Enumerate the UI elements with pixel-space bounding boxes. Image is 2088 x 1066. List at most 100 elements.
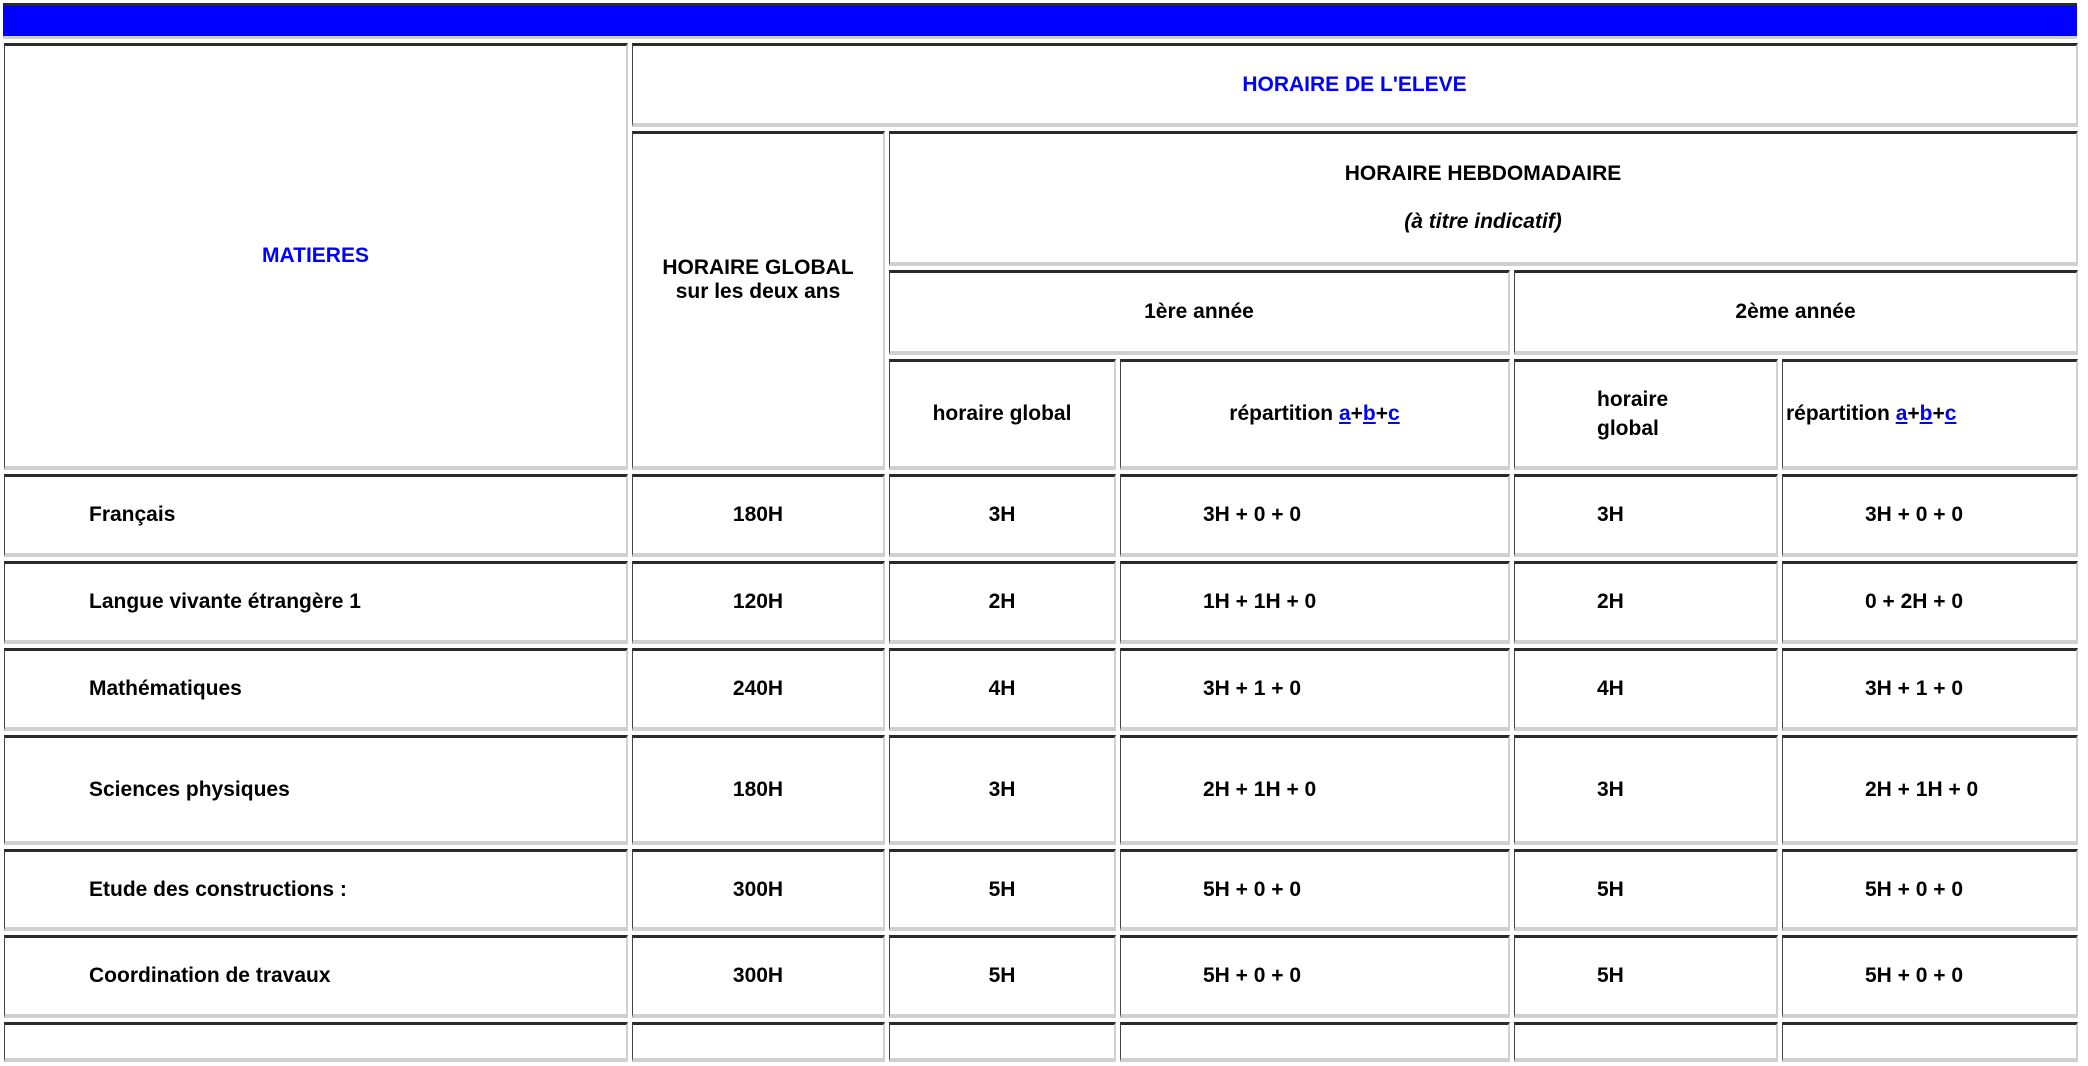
year2-repartition-cell-text: 5H + 0 + 0 [1865, 964, 1964, 988]
table-row: Langue vivante étrangère 1 120H 2H 1H + 1H … [4, 561, 2079, 644]
link-a[interactable]: a [1895, 402, 1908, 425]
year1-repartition-cell-text: 2H + 1H + 0 [1203, 777, 1317, 801]
link-b[interactable]: b [1919, 402, 1933, 425]
year1-repartition-cell: 5H + 0 + 0 [1120, 935, 1510, 1018]
subject-cell: Etude des constructions : [4, 849, 628, 931]
year2-global-cell-text: 5H [1597, 964, 1624, 987]
horaire-global-subtitle: sur les deux ans [675, 280, 841, 303]
horaire-global-label: horaire global [1597, 387, 1669, 440]
subject-cell: Mathématiques [4, 648, 628, 731]
global-hours-cell-text: 120H [732, 590, 784, 613]
subject-cell: Sciences physiques [4, 735, 628, 845]
subject-cell-text: Etude des constructions : [89, 877, 347, 901]
year2-repartition-cell: 3H + 0 + 0 [1782, 474, 2079, 557]
year2-repartition-cell-text: 3H + 1 + 0 [1865, 677, 1964, 701]
cell [889, 1022, 1116, 1062]
cell [4, 1022, 628, 1062]
subject-cell: Français [4, 474, 628, 557]
year1-repartition-cell: 3H + 0 + 0 [1120, 474, 1510, 557]
horaire-hebdo-note: (à titre indicatif) [1404, 210, 1562, 233]
global-hours-cell: 300H [632, 935, 885, 1018]
horaire-eleve-header: HORAIRE DE L'ELEVE [632, 43, 2079, 127]
horaire-global-header: HORAIRE GLOBAL sur les deux ans [632, 131, 885, 470]
link-b[interactable]: b [1362, 402, 1376, 425]
subject-cell: Langue vivante étrangère 1 [4, 561, 628, 644]
subject-cell-text: Français [89, 503, 176, 526]
subject-cell-text: Sciences physiques [89, 777, 290, 801]
link-a[interactable]: a [1338, 402, 1351, 425]
header-row-3: 1ère année 2ème année [4, 270, 2079, 355]
year1-repartition-cell-text: 1H + 1H + 0 [1203, 590, 1317, 613]
year2-global-cell-text: 5H [1597, 877, 1624, 901]
header-row-2: HORAIRE GLOBAL sur les deux ans HORAIRE … [4, 131, 2079, 470]
year2-global-cell-text: 3H [1597, 503, 1624, 526]
global-hours-cell: 300H [632, 849, 885, 931]
link-c[interactable]: c [1388, 402, 1400, 425]
year1-repartition-cell: 1H + 1H + 0 [1120, 561, 1510, 644]
plus-sign: + [1907, 402, 1920, 425]
global-hours-cell: 180H [632, 735, 885, 845]
year1-repartition-cell: 3H + 1 + 0 [1120, 648, 1510, 731]
year2-global-cell: 5H [1514, 935, 1778, 1018]
table-row: Coordination de travaux 300H 5H 5H + 0 + 0 5… [4, 935, 2079, 1018]
table-row: Sciences physiques 180H 3H 2H + 1H + 0 3H 2H … [4, 735, 2079, 845]
year1-global-cell-text: 5H [988, 964, 1016, 987]
year2-global-cell-text: 3H [1597, 777, 1624, 801]
link-c[interactable]: c [1944, 402, 1957, 425]
plus-sign: + [1932, 402, 1945, 425]
year2-repartition-cell: 2H + 1H + 0 [1782, 735, 2079, 845]
year2-global-cell-text: 4H [1597, 677, 1624, 700]
year2-global-cell: 3H [1514, 474, 1778, 557]
global-hours-cell-text: 180H [732, 777, 784, 801]
year2-global-cell: 4H [1514, 648, 1778, 731]
year1-repartition-cell-text: 5H + 0 + 0 [1203, 964, 1302, 987]
subject-cell-text: Mathématiques [89, 677, 242, 700]
year1-global-cell: 3H [889, 474, 1116, 557]
table-row: Mathématiques 240H 4H 3H + 1 + 0 4H 3H + 1 + … [4, 648, 2079, 731]
table-row: Français 180H 3H 3H + 0 + 0 3H 3H + 0 + 0 [4, 474, 2079, 557]
annee2-repartition-header: répartition a+b+c [1782, 359, 2079, 470]
plus-sign: + [1350, 402, 1363, 425]
year1-repartition-cell: 2H + 1H + 0 [1120, 735, 1510, 845]
matieres-header: MATIERES [4, 43, 628, 470]
annee1-repartition-header: répartition a+b+c [1120, 359, 1510, 470]
header-row-4: horaire global répartition a+b+c horaire… [4, 359, 2079, 470]
subject-cell-text: Coordination de travaux [89, 964, 331, 987]
year1-global-cell: 5H [889, 849, 1116, 931]
subject-cell: Coordination de travaux [4, 935, 628, 1018]
year1-global-cell-text: 4H [988, 677, 1016, 700]
cell [1120, 1022, 1510, 1062]
year2-repartition-cell-text: 5H + 0 + 0 [1865, 877, 1964, 901]
global-hours-cell-text: 300H [732, 964, 784, 987]
global-hours-cell-text: 180H [732, 503, 784, 526]
cell [1782, 1022, 2079, 1062]
annee1-header: 1ère année [889, 270, 1510, 355]
annee1-horaire-global-header: horaire global [889, 359, 1116, 470]
year2-repartition-cell: 5H + 0 + 0 [1782, 935, 2079, 1018]
global-hours-cell-text: 240H [732, 677, 784, 700]
year1-global-cell-text: 3H [988, 777, 1016, 801]
horaire-global-title: HORAIRE GLOBAL [662, 256, 854, 279]
global-hours-cell: 180H [632, 474, 885, 557]
year1-repartition-cell-text: 5H + 0 + 0 [1203, 877, 1302, 901]
header-row-1: MATIERES HORAIRE DE L'ELEVE [4, 43, 2079, 470]
top-banner [3, 3, 2077, 39]
repartition-label: répartition [1786, 402, 1890, 425]
global-hours-cell: 120H [632, 561, 885, 644]
global-hours-cell-text: 300H [732, 877, 784, 901]
year2-global-cell-text: 2H [1597, 590, 1624, 613]
cell [632, 1022, 885, 1062]
year1-global-cell: 4H [889, 648, 1116, 731]
year1-global-cell: 5H [889, 935, 1116, 1018]
global-hours-cell: 240H [632, 648, 885, 731]
year2-global-cell: 2H [1514, 561, 1778, 644]
year2-repartition-cell-text: 3H + 0 + 0 [1865, 503, 1964, 527]
year2-global-cell: 3H [1514, 735, 1778, 845]
year1-global-cell-text: 5H [988, 877, 1016, 901]
year2-repartition-cell: 5H + 0 + 0 [1782, 849, 2079, 931]
year2-global-cell: 5H [1514, 849, 1778, 931]
year2-repartition-cell: 3H + 1 + 0 [1782, 648, 2079, 731]
year1-global-cell-text: 3H [988, 503, 1016, 526]
year1-global-cell: 2H [889, 561, 1116, 644]
year2-repartition-cell-text: 0 + 2H + 0 [1865, 590, 1964, 614]
